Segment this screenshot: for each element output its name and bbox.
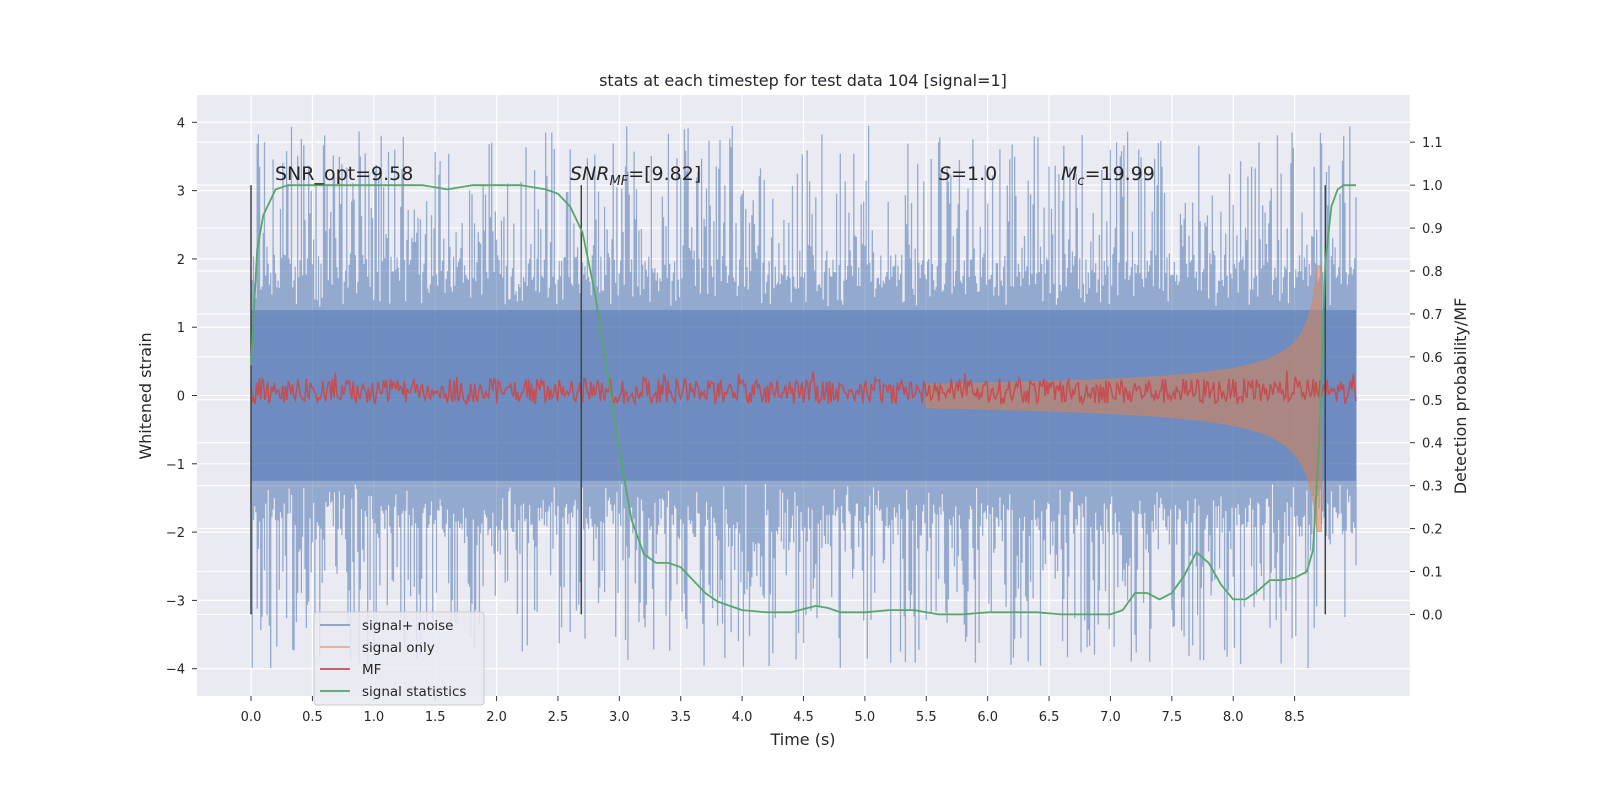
y-left-tick-label: 2 xyxy=(177,253,185,268)
mf-trace xyxy=(250,370,1357,407)
mc-value: =19.99 xyxy=(1085,163,1155,185)
y-left-tick-label: 4 xyxy=(177,116,185,131)
y-right-tick-label: 0.9 xyxy=(1422,222,1443,237)
y-left-tick-label: 1 xyxy=(177,321,185,336)
annotations: SNR_opt=9.58 SNRMF=[9.82] S=1.0 Mc=19.99 xyxy=(275,163,1155,189)
legend: signal+ noise signal only MF signal stat… xyxy=(313,611,485,706)
x-tick-label: 2.0 xyxy=(486,710,507,725)
x-tick-label: 8.0 xyxy=(1223,710,1244,725)
y-left-tick-label: 0 xyxy=(177,390,185,405)
annotation-s: S=1.0 xyxy=(939,163,997,185)
snr-mf-symbol: SNR xyxy=(570,163,609,185)
x-tick-label: 6.0 xyxy=(977,710,998,725)
y-left-tick-label: −4 xyxy=(166,663,185,678)
series-mf xyxy=(250,370,1357,407)
y-left-tick-label: −2 xyxy=(166,526,185,541)
s-value: =1.0 xyxy=(951,163,997,185)
x-tick-label: 8.5 xyxy=(1284,710,1305,725)
annotation-snr-mf: SNRMF=[9.82] xyxy=(570,163,701,189)
y-axis-right-label: Detection probability/MF xyxy=(1451,298,1470,495)
y-axis-left-ticks: 4 3 2 1 0 −1 −2 −3 −4 xyxy=(166,116,197,678)
legend-label-signal-plus-noise: signal+ noise xyxy=(362,618,453,634)
y-right-tick-label: 0.1 xyxy=(1422,566,1443,581)
y-right-tick-label: 0.4 xyxy=(1422,437,1443,452)
annotation-mc: Mc=19.99 xyxy=(1061,163,1155,189)
s-symbol: S xyxy=(939,163,951,185)
x-axis-label: Time (s) xyxy=(769,730,835,749)
y-right-tick-label: 0.3 xyxy=(1422,480,1443,495)
x-tick-label: 1.0 xyxy=(363,710,384,725)
x-tick-label: 2.5 xyxy=(548,710,569,725)
y-right-tick-label: 0.7 xyxy=(1422,308,1443,323)
mc-symbol: M xyxy=(1061,163,1077,185)
x-tick-label: 3.0 xyxy=(609,710,630,725)
x-tick-label: 5.5 xyxy=(916,710,937,725)
annotation-snr-opt: SNR_opt=9.58 xyxy=(275,163,413,185)
y-right-tick-label: 0.0 xyxy=(1422,608,1443,623)
x-tick-label: 3.5 xyxy=(670,710,691,725)
x-tick-label: 7.5 xyxy=(1161,710,1182,725)
y-right-tick-label: 0.6 xyxy=(1422,351,1443,366)
y-left-tick-label: −3 xyxy=(166,594,185,609)
y-right-tick-label: 1.1 xyxy=(1422,136,1443,151)
y-right-tick-label: 0.8 xyxy=(1422,265,1443,280)
legend-label-signal-statistics: signal statistics xyxy=(362,684,466,700)
x-tick-label: 4.0 xyxy=(732,710,753,725)
y-right-tick-label: 0.2 xyxy=(1422,523,1443,538)
y-left-tick-label: −1 xyxy=(166,458,185,473)
mc-subscript: c xyxy=(1077,174,1084,189)
x-tick-label: 5.0 xyxy=(855,710,876,725)
y-axis-right-ticks: 1.1 1.0 0.9 0.8 0.7 0.6 0.5 0.4 0.3 0.2 0.1 0.0 xyxy=(1410,136,1443,623)
y-left-tick-label: 3 xyxy=(177,185,185,200)
series-signal-statistics xyxy=(250,184,1356,616)
y-right-tick-label: 0.5 xyxy=(1422,394,1443,409)
x-axis-ticks: 0.0 0.5 1.0 1.5 2.0 2.5 3.0 3.5 4.0 4.5 5.0 5.5 6.0 6… xyxy=(241,696,1305,725)
snr-mf-value: =[9.82] xyxy=(628,163,701,185)
x-tick-label: 0.0 xyxy=(241,710,262,725)
signal-statistics-trace xyxy=(250,184,1356,616)
y-right-tick-label: 1.0 xyxy=(1422,179,1443,194)
legend-label-mf: MF xyxy=(362,662,381,678)
x-tick-label: 7.0 xyxy=(1100,710,1121,725)
x-tick-label: 1.5 xyxy=(425,710,446,725)
chart-title: stats at each timestep for test data 104… xyxy=(599,71,1007,90)
y-axis-left-label: Whitened strain xyxy=(136,332,155,459)
snr-mf-subscript: MF xyxy=(609,174,628,189)
legend-box xyxy=(313,611,485,706)
x-tick-label: 4.5 xyxy=(793,710,814,725)
legend-label-signal-only: signal only xyxy=(362,640,435,656)
x-tick-label: 0.5 xyxy=(302,710,323,725)
x-tick-label: 6.5 xyxy=(1039,710,1060,725)
